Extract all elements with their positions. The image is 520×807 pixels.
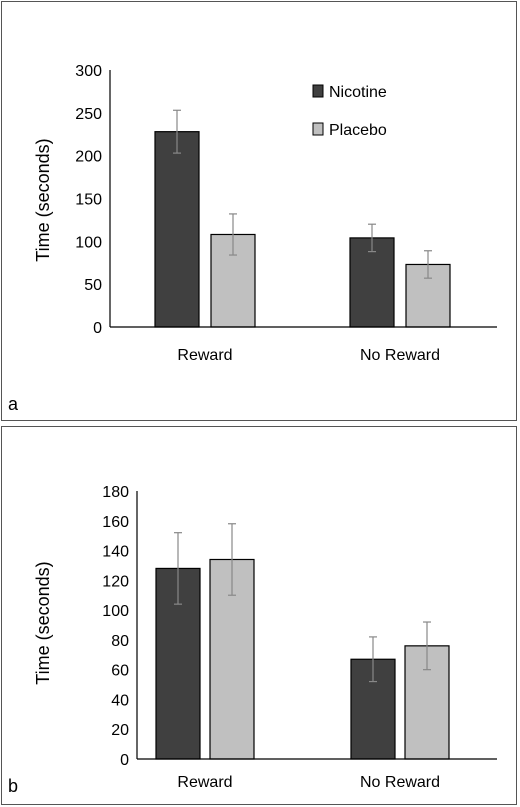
category-label: No Reward xyxy=(360,347,440,364)
y-tick-label: 120 xyxy=(102,573,129,590)
y-axis-label: Time (seconds) xyxy=(33,138,53,261)
y-tick-label: 250 xyxy=(75,106,102,123)
legend-label: Placebo xyxy=(329,122,387,139)
y-tick-label: 200 xyxy=(75,149,102,166)
legend-swatch xyxy=(312,122,324,136)
chart-panel-a: Time (seconds) 0 50 100 150 200 250 300 Reward N… xyxy=(1,1,517,421)
y-tick-label: 0 xyxy=(93,320,102,337)
panel-label-a: a xyxy=(8,394,19,414)
y-tick-label: 0 xyxy=(120,752,129,769)
legend-label: Nicotine xyxy=(329,84,387,101)
y-tick-label: 50 xyxy=(84,277,102,294)
y-tick-label: 180 xyxy=(102,484,129,501)
chart-b-svg: Time (seconds) 0 20 40 60 80 100 120 140 160 180 R… xyxy=(33,484,497,791)
category-label: Reward xyxy=(177,774,232,791)
y-tick-label: 300 xyxy=(75,63,102,80)
y-tick-label: 20 xyxy=(111,722,129,739)
y-tick-label: 100 xyxy=(102,603,129,620)
y-tick-label: 140 xyxy=(102,544,129,561)
y-axis-label: Time (seconds) xyxy=(33,561,53,684)
y-tick-label: 60 xyxy=(111,663,129,680)
y-tick-label: 40 xyxy=(111,692,129,709)
panel-label-b: b xyxy=(8,776,19,796)
y-tick-label: 150 xyxy=(75,192,102,209)
y-tick-label: 100 xyxy=(75,234,102,251)
bar xyxy=(154,131,200,328)
legend-swatch xyxy=(312,84,324,98)
category-label: Reward xyxy=(177,347,232,364)
y-tick-label: 160 xyxy=(102,514,129,531)
chart-panel-b: Time (seconds) 0 20 40 60 80 100 120 140 160 180 R… xyxy=(1,426,517,805)
chart-a-svg: Time (seconds) 0 50 100 150 200 250 300 Reward N… xyxy=(33,63,497,364)
bar xyxy=(349,237,395,328)
category-label: No Reward xyxy=(360,774,440,791)
y-tick-label: 80 xyxy=(111,633,129,650)
